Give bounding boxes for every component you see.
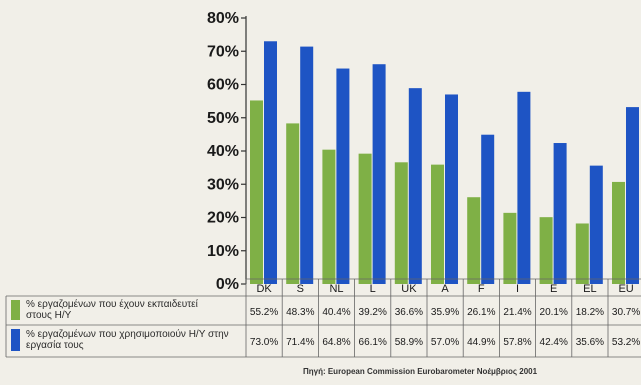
y-tick-label: 0% bbox=[216, 276, 239, 293]
category-label: F bbox=[478, 283, 485, 295]
series2-value-label: 58.9% bbox=[395, 337, 423, 348]
category-label: EU bbox=[618, 283, 633, 295]
bar-series2-L bbox=[372, 64, 386, 284]
y-tick-label: 40% bbox=[207, 143, 239, 160]
y-tick-label: 50% bbox=[207, 110, 239, 127]
y-tick-label: 10% bbox=[207, 243, 239, 260]
legend-label-series2: % εργαζομένων που χρησιμοποιούν Η/Υ στην… bbox=[26, 328, 229, 351]
bar-series2-E bbox=[553, 143, 567, 284]
bar-series1-DK bbox=[250, 100, 263, 285]
bar-series2-A bbox=[445, 94, 458, 284]
bar-series2-EL bbox=[589, 165, 603, 284]
series1-value-label: 35.9% bbox=[431, 307, 459, 318]
series2-value-label: 35.6% bbox=[576, 337, 604, 348]
series1-value-label: 21.4% bbox=[503, 307, 531, 318]
bar-series1-EL bbox=[575, 223, 589, 284]
series1-value-label: 30.7% bbox=[612, 307, 640, 318]
bar-series1-E bbox=[539, 217, 553, 284]
series2-value-label: 57.0% bbox=[431, 337, 459, 348]
bar-series1-A bbox=[431, 164, 444, 284]
category-label: E bbox=[550, 283, 557, 295]
bar-series1-S bbox=[286, 123, 300, 284]
bar-series2-UK bbox=[408, 88, 422, 284]
y-tick-label: 60% bbox=[207, 77, 239, 94]
category-label: I bbox=[516, 283, 519, 295]
category-label: UK bbox=[401, 283, 417, 295]
series2-value-label: 42.4% bbox=[540, 337, 568, 348]
y-tick-label: 20% bbox=[207, 210, 239, 227]
series2-value-label: 66.1% bbox=[359, 337, 387, 348]
series2-value-label: 53.2% bbox=[612, 337, 640, 348]
series1-value-label: 20.1% bbox=[540, 307, 568, 318]
series2-value-label: 64.8% bbox=[322, 337, 350, 348]
legend-swatch-series2 bbox=[11, 329, 20, 351]
bar-series2-I bbox=[517, 91, 531, 284]
series1-value-label: 40.4% bbox=[322, 307, 350, 318]
category-label: NL bbox=[329, 283, 343, 295]
series1-value-label: 39.2% bbox=[359, 307, 387, 318]
series2-value-label: 71.4% bbox=[286, 337, 314, 348]
bar-series1-F bbox=[467, 197, 481, 284]
legend-swatch-series1 bbox=[11, 300, 20, 320]
bar-series2-NL bbox=[336, 68, 350, 284]
category-label: DK bbox=[256, 283, 272, 295]
series2-value-label: 57.8% bbox=[503, 337, 531, 348]
category-label: EL bbox=[583, 283, 596, 295]
bar-series1-L bbox=[358, 153, 372, 284]
y-tick-label: 70% bbox=[207, 43, 239, 60]
bar-series1-NL bbox=[322, 149, 336, 284]
bar-series2-EU bbox=[626, 107, 639, 284]
legend-label-series1: % εργαζομένων που έχουν εκπαιδευτεί στους… bbox=[26, 298, 199, 321]
series2-value-label: 44.9% bbox=[467, 337, 495, 348]
y-tick-label: 80% bbox=[207, 10, 239, 27]
source-footnote: Πηγή: European Commission Eurobarometer … bbox=[303, 367, 538, 376]
y-tick-label: 30% bbox=[207, 176, 239, 193]
bar-series1-I bbox=[503, 212, 517, 284]
bar-series1-UK bbox=[394, 162, 408, 284]
bar-series2-DK bbox=[264, 41, 277, 285]
bar-series1-EU bbox=[612, 181, 625, 284]
bar-series2-F bbox=[481, 134, 495, 284]
series1-value-label: 55.2% bbox=[250, 307, 278, 318]
category-label: L bbox=[370, 283, 376, 295]
bar-series2-S bbox=[300, 46, 314, 284]
category-label: A bbox=[441, 283, 449, 295]
series1-value-label: 36.6% bbox=[395, 307, 423, 318]
series2-value-label: 73.0% bbox=[250, 337, 278, 348]
series1-value-label: 18.2% bbox=[576, 307, 604, 318]
series1-value-label: 48.3% bbox=[286, 307, 314, 318]
category-label: S bbox=[297, 283, 304, 295]
series1-value-label: 26.1% bbox=[467, 307, 495, 318]
